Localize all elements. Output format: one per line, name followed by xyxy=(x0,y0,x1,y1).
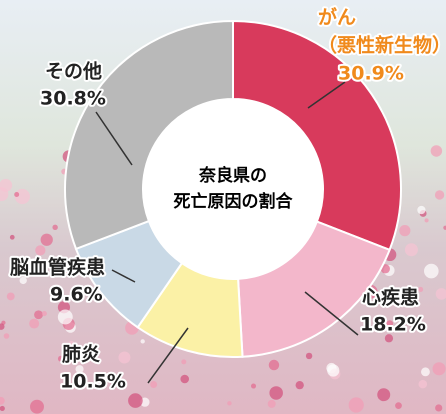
center-title: 奈良県の xyxy=(198,165,267,186)
flower xyxy=(435,404,442,411)
flower xyxy=(141,339,145,343)
flower xyxy=(377,388,390,401)
flower xyxy=(4,333,10,339)
flower xyxy=(405,243,418,256)
flower xyxy=(395,402,402,409)
donut-hole xyxy=(143,99,323,279)
flower xyxy=(268,400,276,408)
flower xyxy=(34,310,43,319)
flower xyxy=(431,145,442,156)
flower xyxy=(181,359,186,364)
flower xyxy=(251,384,256,389)
data-label: その他 xyxy=(45,60,102,83)
flower xyxy=(58,310,73,325)
flower xyxy=(10,235,15,240)
data-label: 18.2% xyxy=(360,314,426,336)
data-label: 30.9% xyxy=(338,63,404,85)
data-label: がん xyxy=(318,6,356,29)
flower xyxy=(118,351,130,363)
flower xyxy=(128,393,143,408)
chart: 奈良県の 死亡原因の割合 がん （悪性新生物） 30.9% 心疾患 18.2% 肺炎 10.… xyxy=(0,0,446,414)
flower xyxy=(425,218,429,222)
flower xyxy=(7,292,15,300)
flower xyxy=(417,206,425,214)
flower xyxy=(35,245,45,255)
flower xyxy=(421,367,430,376)
flower xyxy=(399,225,410,236)
flower xyxy=(41,234,53,246)
center-title: 死亡原因の割合 xyxy=(174,191,294,212)
flower xyxy=(327,364,339,376)
flower xyxy=(424,264,439,279)
flower xyxy=(269,360,279,370)
data-label: 30.8% xyxy=(40,88,106,110)
flower xyxy=(269,386,282,399)
flower xyxy=(14,192,19,197)
data-label: 10.5% xyxy=(60,371,126,393)
flower xyxy=(419,380,428,389)
flower xyxy=(435,190,444,199)
data-label: 肺炎 xyxy=(62,344,100,366)
flower xyxy=(306,353,312,359)
flower xyxy=(227,401,231,405)
flower xyxy=(150,381,157,388)
flower xyxy=(29,319,39,329)
flower xyxy=(180,375,189,384)
flower xyxy=(296,381,304,389)
flower xyxy=(42,311,47,316)
flower xyxy=(52,225,57,230)
data-label: 脳血管疾患 xyxy=(9,256,105,279)
data-label: 心疾患 xyxy=(362,286,419,309)
flower xyxy=(433,362,446,375)
data-label: 9.6% xyxy=(50,284,103,306)
flower xyxy=(30,400,44,414)
data-label: （悪性新生物） xyxy=(318,34,446,57)
flower xyxy=(349,397,364,412)
